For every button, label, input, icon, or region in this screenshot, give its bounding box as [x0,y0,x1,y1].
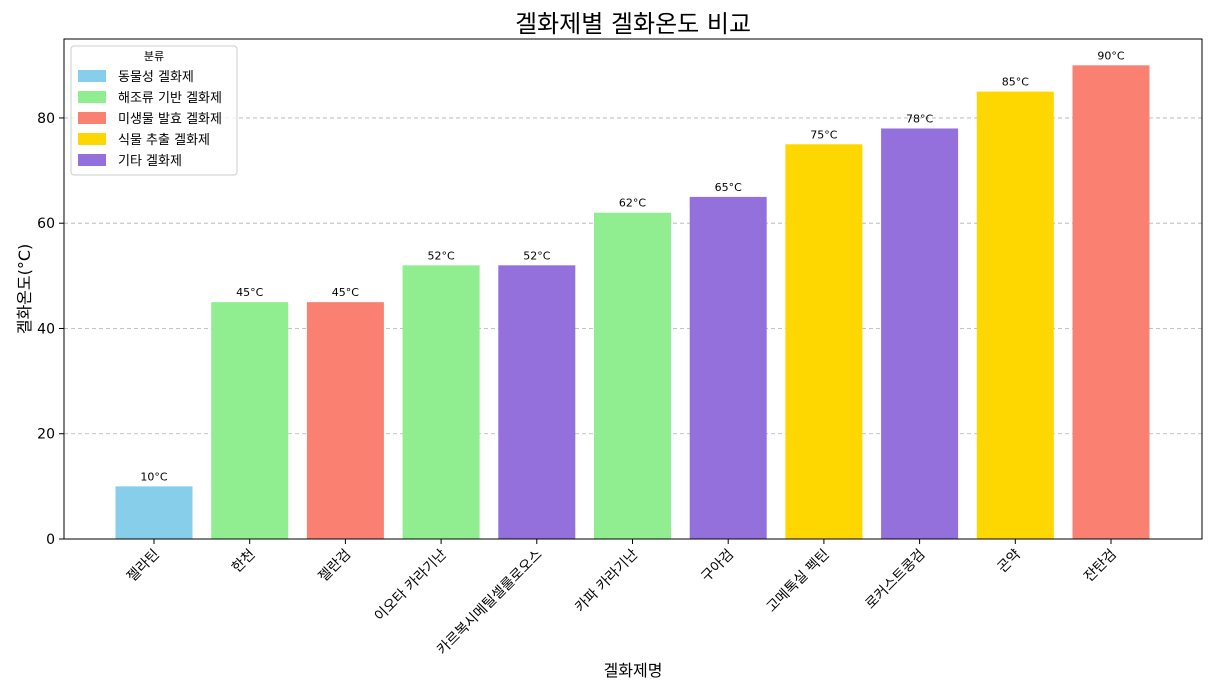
x-axis-label: 겔화제명 [604,661,663,680]
bar [785,144,863,539]
y-tick-label: 20 [37,427,55,443]
y-axis: 0 20 40 60 80 [37,111,64,548]
data-label: 62°C [619,197,646,210]
x-tick-label: 카르복시메틸셀룰로오스 [434,546,546,658]
data-label: 52°C [523,249,550,262]
y-axis-label: 겔화온도(°C) [15,244,34,335]
bar [306,302,384,539]
legend-swatch [78,112,106,124]
bar [976,91,1054,539]
data-label: 65°C [715,181,742,194]
legend-item-label: 기타 겔화제 [118,154,182,169]
legend-item-label: 해조류 기반 겔화제 [118,91,222,106]
data-label: 45°C [236,286,263,299]
legend-title: 분류 [144,50,164,63]
x-tick-label: 이오타 카라기난 [372,546,450,624]
legend-item-label: 동물성 겔화제 [118,70,194,85]
chart-title: 겔화제별 겔화온도 비교 [515,10,751,38]
data-labels: 10°C 45°C 45°C 52°C 52°C 62°C 65°C 75°C 78°C 85°C… [140,49,1124,483]
legend-item-label: 미생물 발효 겔화제 [118,112,222,127]
legend-swatch [78,91,106,103]
bar [211,302,289,539]
legend-frame [70,45,238,176]
bars [115,65,1150,540]
x-tick-label: 젤라틴 [124,547,163,586]
bar [594,212,671,539]
x-tick-label: 구아검 [698,547,737,586]
bar [1072,65,1150,539]
data-label: 85°C [1002,76,1029,89]
bar [689,196,767,540]
data-label: 45°C [332,286,359,299]
legend-swatch [78,70,106,82]
y-tick-label: 80 [37,111,55,127]
y-tick-label: 60 [37,216,55,232]
bar [402,265,480,539]
x-tick-label: 곤약 [995,546,1025,576]
data-label: 90°C [1097,49,1124,62]
bar [498,265,576,539]
legend-swatch [78,133,106,145]
x-tick-label: 고메톡실 펙틴 [764,547,833,616]
y-tick-label: 40 [37,321,55,337]
x-tick-label: 젤란검 [316,547,355,586]
x-tick-label: 잔탄검 [1081,547,1120,586]
data-label: 75°C [810,128,837,141]
data-label: 78°C [906,112,933,125]
x-tick-label: 한천 [229,547,259,577]
y-tick-label: 0 [46,532,55,548]
legend-item-label: 식물 추출 겔화제 [118,133,210,148]
x-tick-label: 카파 카라기난 [572,546,641,615]
data-label: 10°C [140,470,167,483]
bar [115,486,193,539]
data-label: 52°C [428,249,455,262]
bar [881,128,959,539]
x-tick-label: 로커스트콩검 [862,547,928,613]
legend-swatch [78,154,106,166]
